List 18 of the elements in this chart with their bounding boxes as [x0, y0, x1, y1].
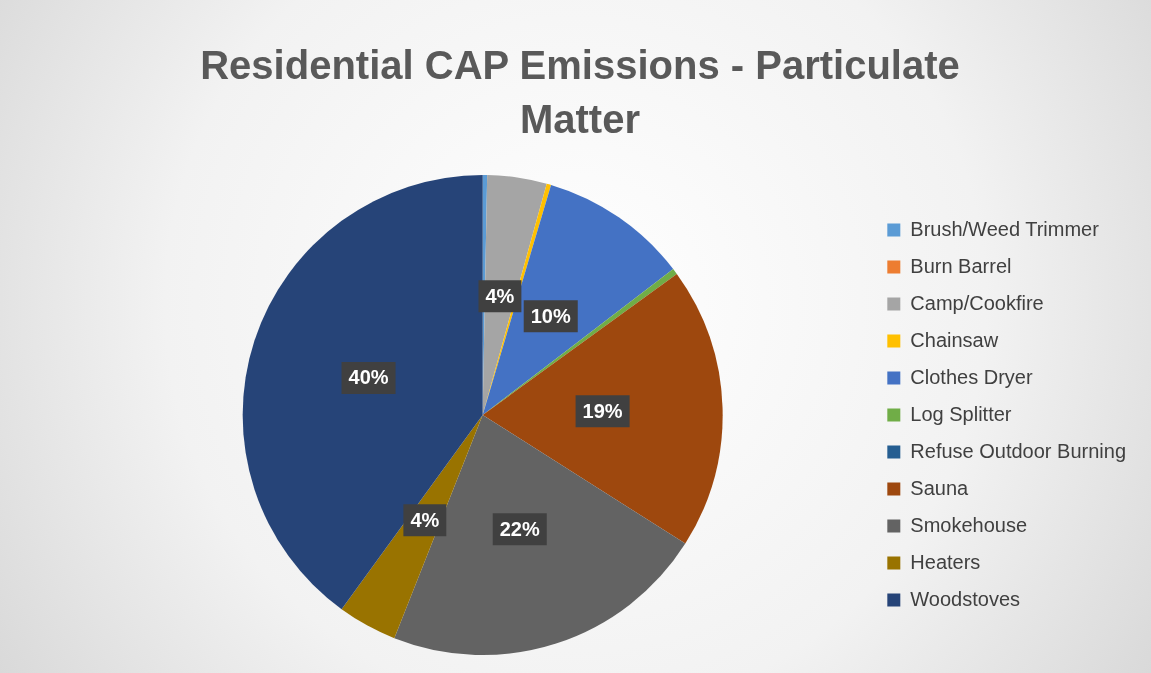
data-label: 22% — [499, 517, 540, 540]
legend-label: Log Splitter — [910, 402, 1012, 425]
data-label: 40% — [348, 366, 389, 389]
legend-label: Woodstoves — [910, 587, 1020, 610]
legend-label: Brush/Weed Trimmer — [910, 217, 1100, 240]
chart-title: Residential CAP Emissions - Particulate Matter — [199, 42, 961, 143]
legend-label: Sauna — [910, 476, 970, 499]
data-label: 10% — [530, 304, 571, 327]
legend-label: Burn Barrel — [910, 254, 1012, 277]
legend-label: Smokehouse — [910, 513, 1028, 536]
data-label: 19% — [582, 399, 623, 422]
data-label: 4% — [410, 508, 440, 531]
legend-label: Chainsaw — [910, 328, 999, 351]
legend-label: Refuse Outdoor Burning — [910, 439, 1126, 462]
legend-label: Clothes Dryer — [910, 365, 1033, 388]
legend-label: Heaters — [910, 550, 981, 573]
data-label: 4% — [485, 284, 515, 307]
legend-label: Camp/Cookfire — [910, 291, 1044, 314]
